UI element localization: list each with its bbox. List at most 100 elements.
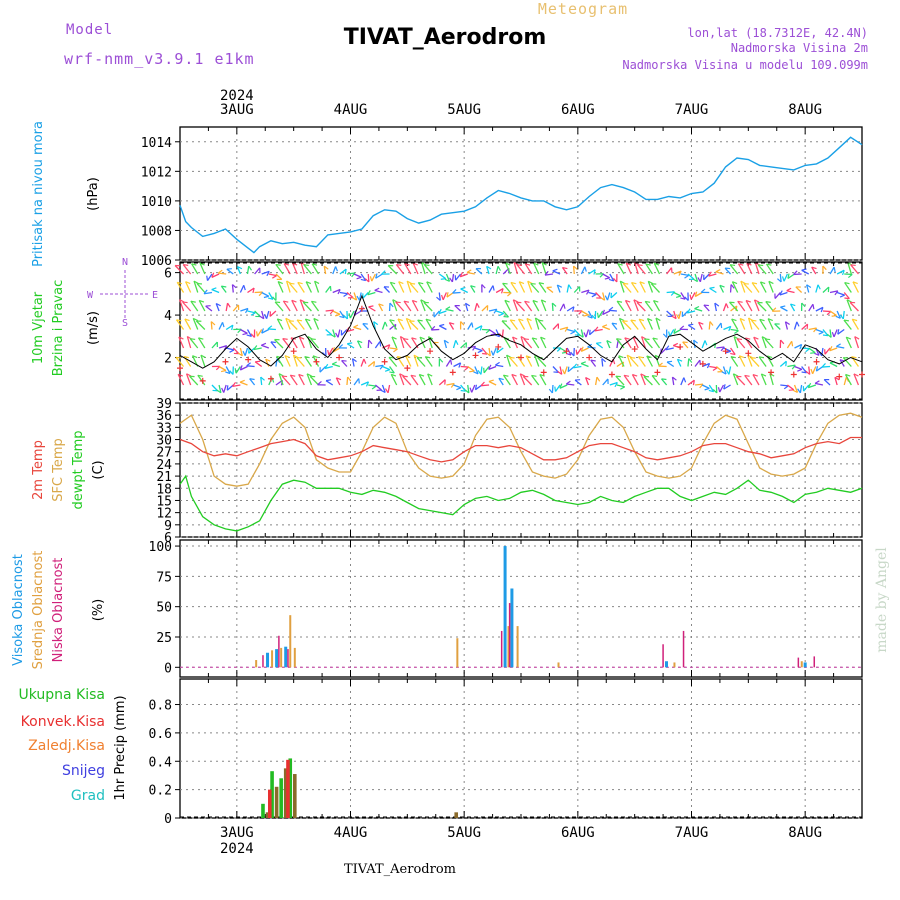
wind-barb [715,322,722,330]
wind-barb [526,317,532,322]
wind-barb [739,355,745,359]
wind-barb [340,329,348,336]
wind-barb [240,328,248,334]
wind-barb [443,340,448,349]
wind-barb [538,282,544,285]
wind-barb [732,281,738,285]
wind-barb [595,342,604,349]
wind-barb [261,270,270,275]
wind-gust-marker [313,358,320,365]
wind-barb [367,273,370,283]
wind-barb [417,319,426,330]
top-date-label: 3AUG [220,102,254,118]
wind-barb [495,361,500,366]
wind-barb [352,358,357,363]
wind-barb [655,317,661,330]
wind-barb [217,269,223,274]
wind-barb [723,325,732,331]
wind-barb [780,305,786,308]
wind-barb [398,281,404,285]
bottom-date-label: 6AUG [561,825,595,841]
wind-barb [588,269,596,275]
y-tick-label: 33 [156,421,172,436]
wind-barb [799,384,803,394]
wind-barb [375,364,384,368]
wind-barb [801,268,807,271]
wind-barb [717,387,721,393]
cloud-unit-label: (%) [91,599,106,622]
wind-barb [834,290,839,296]
wind-barb [750,319,760,330]
wind-barb [686,308,691,314]
wind-gust-marker [267,375,274,382]
wind-barb [682,341,688,344]
wind-barb [617,263,625,275]
wind-barb [730,328,739,332]
wind-barb [343,315,348,320]
wind-barb [275,263,281,266]
wind-barb [580,329,584,338]
wind-barb [814,380,820,384]
wind-barb [275,264,284,275]
wind-barb [580,347,589,352]
wind-barb [325,379,332,382]
wind-barb [566,383,575,386]
wind-barb [806,284,810,293]
compass-w: W [87,290,94,301]
compass-e: E [152,290,158,301]
wind-barb [552,270,561,275]
wind-barb [358,378,360,384]
wind-barb [567,328,576,333]
wind-barb [799,344,803,350]
cloud-bar-high [510,588,514,668]
y-tick-label: 6 [164,267,172,282]
wind-barb [619,317,625,322]
wind-barb [306,373,313,386]
wind-barb [430,325,436,331]
wind-barb [537,357,547,367]
y-tick-label: 30 [156,434,172,449]
bottom-date-label: 3AUG [220,825,254,841]
wind-barb [183,263,189,266]
wind-barb [722,303,727,312]
compass-s: S [122,318,128,329]
wind-barb [767,318,774,330]
wind-barb [325,309,334,312]
wind-barb [332,288,341,294]
wind-barb [226,385,229,391]
wind-barb [814,382,824,386]
wind-barb [387,265,398,275]
wind-barb [485,329,491,334]
wind-barb [733,373,739,377]
wind-barb [348,313,351,319]
wind-gust-marker [358,305,365,312]
wind-barb [488,308,497,312]
wind-barb [391,373,397,377]
wind-barb [834,377,838,386]
wind-barb [632,336,639,349]
wind-barb [829,362,838,368]
wind-barb [849,301,859,312]
wind-barb [298,374,305,386]
wind-gust-marker [768,369,775,376]
wind-barb [540,336,547,349]
wind-barb [721,371,727,375]
wind-barb [311,300,317,303]
wind-barb [381,384,386,393]
wind-barb [420,299,426,303]
wind-barb [786,290,795,294]
wind-barb [474,366,479,375]
wind-barb [335,266,338,272]
wind-barb [410,374,419,386]
wind-barb [690,292,696,300]
wind-barb [725,303,729,309]
wind-barb [714,303,718,312]
wind-barb [510,281,516,285]
wind-barb [496,347,499,353]
wind-barb [403,338,409,341]
wind-barb [276,355,284,367]
wind-barb [248,265,253,271]
wind-barb [483,366,490,374]
wind-barb [694,383,704,386]
